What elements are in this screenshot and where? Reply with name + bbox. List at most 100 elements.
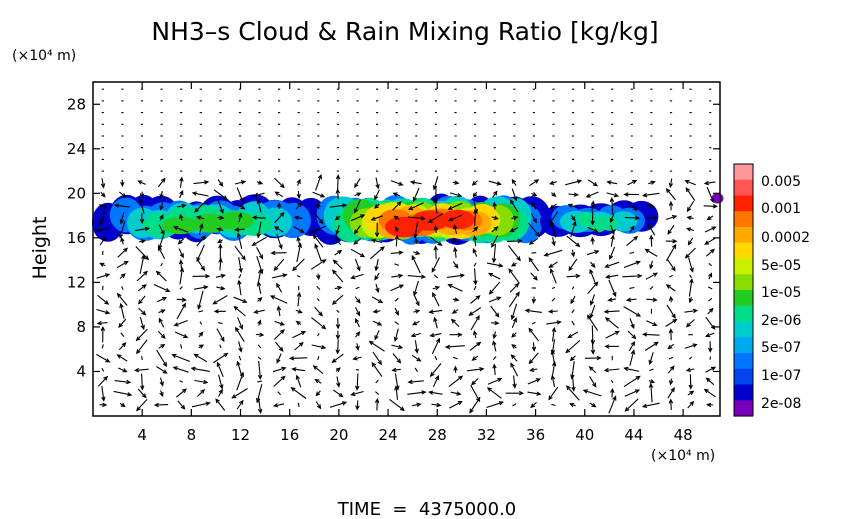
colorbar-label: 2e-06	[761, 313, 801, 329]
wind-vector-head	[139, 218, 145, 225]
wind-vector-head	[337, 250, 343, 255]
y-tick-label: 4	[76, 362, 86, 380]
wind-vector	[332, 270, 344, 283]
wind-vector	[101, 385, 105, 401]
wind-vector-head	[641, 403, 648, 409]
wind-vector-head	[360, 214, 366, 219]
colorbar-frame	[733, 163, 754, 417]
wind-vector	[454, 247, 457, 258]
wind-vector-head	[201, 235, 206, 241]
wind-vector	[238, 213, 242, 223]
wind-vector-head	[712, 204, 718, 209]
wind-vector-head	[119, 219, 125, 225]
wind-vector	[511, 354, 518, 362]
wind-vector-head	[356, 298, 361, 304]
wind-vector	[548, 211, 559, 225]
wind-vector-head	[641, 332, 648, 337]
wind-vector	[509, 283, 519, 293]
wind-vector-head	[646, 203, 653, 209]
wind-vector-head	[670, 386, 675, 393]
wind-vector	[275, 341, 284, 352]
wind-vector	[160, 262, 163, 267]
wind-vector	[395, 386, 399, 400]
wind-vector	[390, 284, 404, 292]
wind-vector-head	[588, 366, 594, 371]
wind-vector-head	[257, 374, 263, 380]
wind-vector	[414, 340, 418, 353]
wind-vector	[548, 386, 559, 400]
wind-vector-head	[291, 367, 297, 372]
wind-vector	[629, 350, 635, 366]
wind-vector-head	[671, 313, 676, 319]
wind-vector	[411, 181, 422, 185]
wind-vector-head	[532, 218, 537, 224]
wind-vector	[174, 319, 188, 327]
wind-vector	[313, 234, 324, 248]
wind-vector-head	[575, 242, 581, 248]
wind-vector	[408, 380, 424, 383]
wind-vector-head	[278, 244, 283, 250]
wind-vector	[624, 367, 640, 372]
wind-vector	[551, 286, 556, 290]
wind-vector-head	[355, 405, 360, 411]
wind-vector-head	[173, 322, 179, 327]
wind-vector	[100, 211, 106, 225]
wind-vector-head	[529, 367, 535, 373]
wind-vector-head	[605, 274, 611, 279]
wind-vector-head	[630, 341, 636, 347]
wind-vector	[647, 223, 656, 236]
wind-vector	[429, 236, 442, 246]
wind-vector-head	[637, 273, 643, 279]
wind-vector-head	[528, 257, 534, 263]
wind-vector-head	[160, 334, 166, 339]
wind-vector	[198, 224, 203, 235]
wind-vector	[120, 303, 125, 319]
wind-vector	[196, 389, 205, 397]
wind-vector	[591, 325, 594, 345]
colorbar-swatch	[734, 179, 753, 197]
wind-vector-head	[613, 192, 620, 198]
wind-vector-head	[321, 259, 327, 264]
wind-vector	[176, 298, 186, 301]
wind-vector-head	[237, 279, 242, 285]
wind-vector	[257, 199, 262, 213]
wind-vector-head	[120, 181, 125, 188]
wind-vector	[120, 212, 125, 224]
wind-vector-head	[259, 268, 264, 275]
wind-vector-head	[398, 250, 404, 255]
wind-vector-head	[510, 314, 516, 321]
wind-vector-head	[253, 309, 259, 314]
wind-vector-head	[634, 215, 641, 221]
wind-vector-head	[251, 215, 258, 220]
wind-vector	[413, 280, 419, 296]
wind-vector	[232, 388, 248, 399]
wind-vector-head	[447, 284, 453, 289]
wind-vector-head	[155, 270, 161, 276]
chart-title: NH3–s Cloud & Rain Mixing Ratio [kg/kg]	[151, 17, 658, 46]
wind-vector-head	[429, 372, 435, 377]
wind-vector	[431, 338, 440, 355]
wind-vector-head	[653, 215, 659, 220]
wind-vector-head	[96, 227, 102, 233]
wind-vector	[389, 398, 405, 411]
wind-vector	[469, 342, 481, 351]
colorbar-label: 0.005	[761, 174, 801, 190]
wind-vector-head	[705, 333, 711, 338]
wind-vector-head	[612, 395, 617, 401]
wind-vector-head	[585, 193, 591, 198]
wind-vector-head	[222, 195, 228, 200]
wind-vector-head	[96, 320, 102, 326]
wind-vector-head	[101, 236, 107, 242]
wind-vector-head	[710, 324, 716, 330]
wind-vector	[314, 244, 322, 262]
wind-vector-head	[686, 207, 692, 213]
wind-vector-head	[269, 295, 276, 300]
wind-vector	[216, 328, 225, 342]
wind-vector	[551, 375, 556, 388]
wind-vector	[180, 260, 183, 269]
wind-vector-head	[571, 216, 576, 222]
wind-vector-head	[99, 220, 104, 226]
wind-vector	[605, 261, 620, 268]
wind-vector	[258, 360, 261, 379]
